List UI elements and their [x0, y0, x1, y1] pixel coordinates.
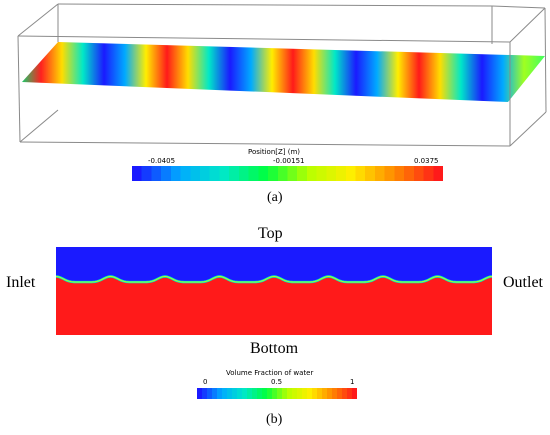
colorbar-b-tick-mid: 0.5 [271, 378, 283, 386]
label-outlet: Outlet [503, 274, 543, 291]
label-bottom: Bottom [250, 340, 299, 357]
caption-b: (b) [266, 412, 283, 427]
colorbar-a-tick-min: -0.0405 [148, 157, 176, 165]
label-inlet: Inlet [6, 274, 36, 291]
interface-line-inner [56, 276, 492, 283]
colorbar-a [132, 166, 443, 181]
colorbar-b-title: Volume Fraction of water [226, 369, 314, 377]
label-top: Top [258, 225, 283, 242]
colorbar-b-tick-max: 1 [350, 378, 355, 386]
volume-fraction-field [56, 247, 492, 335]
colorbar-a-tick-mid: -0.00151 [273, 157, 305, 165]
wave-surface [22, 42, 545, 102]
colorbar-a-tick-max: 0.0375 [414, 157, 439, 165]
colorbar-b-tick-min: 0 [203, 378, 208, 386]
domain-box-back [57, 3, 493, 44]
domain-box-front [17, 3, 547, 147]
colorbar-a-title: Position[Z] (m) [248, 148, 301, 156]
water-region [56, 276, 492, 335]
caption-a: (a) [267, 190, 283, 205]
colorbar-b [197, 388, 357, 399]
panel-a-3d-surface [17, 3, 547, 147]
